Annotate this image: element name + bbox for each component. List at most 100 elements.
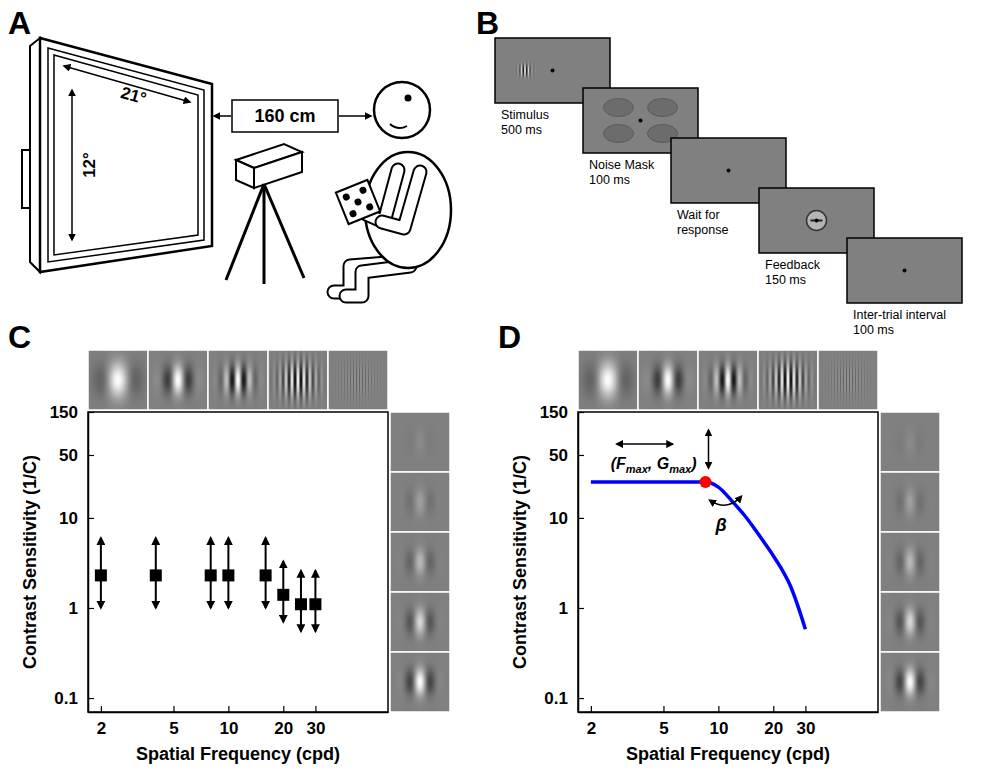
gabor-patch — [390, 592, 450, 652]
y-tick-mark — [88, 698, 94, 699]
gabor-patch — [818, 350, 878, 410]
fmax-arrow — [617, 443, 673, 445]
y-tick-mark — [88, 455, 94, 456]
limb — [382, 172, 420, 228]
fixation — [727, 169, 731, 173]
panel-letter: A — [8, 5, 31, 41]
x-axis-line — [579, 712, 879, 714]
tripod-leg — [226, 184, 264, 280]
y-tick: 50 — [549, 446, 584, 465]
data-point — [277, 589, 289, 601]
plot-frame — [578, 412, 878, 712]
thumbnail-bg — [578, 350, 638, 410]
x-tick-label: 30 — [306, 719, 325, 738]
thumbnail-border — [88, 350, 148, 410]
chinrest-front — [236, 160, 254, 188]
gabor-patch — [328, 350, 388, 410]
x-tick-mark — [591, 706, 592, 712]
thumbnail-bg — [390, 412, 450, 472]
thumbnail-border — [880, 472, 940, 532]
x-tick: 10 — [219, 706, 238, 738]
x-tick-label: 2 — [587, 719, 596, 738]
thumbnail-bg — [698, 350, 758, 410]
thumbnail-bg — [268, 350, 328, 410]
y-axis-line — [578, 413, 580, 713]
gabor-patch — [880, 592, 940, 652]
x-tick-mark — [773, 706, 774, 712]
plot-marks — [591, 476, 806, 629]
width-angle-label: 21° — [119, 83, 149, 108]
x-tick-label: 10 — [219, 719, 238, 738]
trial-screen: Inter-trial interval100 ms — [847, 238, 962, 337]
thumbnail-border — [390, 412, 450, 472]
x-axis-title: Spatial Frequency (cpd) — [136, 744, 340, 764]
gabor-patch — [638, 350, 698, 410]
thumbnail-border — [390, 532, 450, 592]
gabor-thumbnails — [578, 350, 940, 712]
x-tick-mark — [173, 706, 174, 712]
peak-label-part: , G — [647, 455, 669, 472]
y-axis: 0.111050150 — [50, 403, 94, 713]
peak-label-part: ) — [689, 455, 696, 472]
plot-marks — [95, 538, 322, 631]
keypad-button — [353, 197, 362, 206]
thumbnail-bg — [818, 350, 878, 410]
peak-point — [700, 476, 712, 488]
y-axis-line — [88, 413, 90, 713]
gabor-patch — [880, 472, 940, 532]
height-arrow — [71, 90, 73, 240]
curve — [591, 482, 806, 629]
thumbnail-border — [698, 350, 758, 410]
annotations: (Fmax, Gmax)β — [611, 430, 742, 535]
data-point — [205, 569, 217, 581]
x-tick-mark — [228, 706, 229, 712]
tripod-leg — [264, 184, 304, 278]
limb-outline — [382, 172, 420, 228]
thumbnail-border — [208, 350, 268, 410]
x-tick: 5 — [659, 706, 668, 738]
distance-arrow-right — [339, 115, 371, 117]
y-tick-mark — [578, 518, 584, 519]
screen-label: Noise Mask — [589, 158, 655, 172]
y-tick: 1 — [69, 599, 94, 618]
x-tick-mark — [101, 706, 102, 712]
x-tick-label: 10 — [709, 719, 728, 738]
thumbnail-bg — [208, 350, 268, 410]
limb-outline — [346, 266, 410, 296]
thumbnail-border — [880, 652, 940, 712]
gabor-patch — [880, 652, 940, 712]
distance-arrow-left — [214, 115, 231, 117]
trial-sequence: Stimulus500 msNoise Mask100 msWait forre… — [495, 38, 962, 337]
gabor-patch — [208, 350, 268, 410]
screen-label: 150 ms — [765, 273, 806, 287]
y-tick-label: 0.1 — [54, 689, 78, 708]
gabor-patch — [698, 350, 758, 410]
person-eye — [405, 95, 412, 102]
y-tick-label: 10 — [59, 509, 78, 528]
gabor-patch — [88, 350, 148, 410]
gabor-patch — [148, 350, 208, 410]
thumbnail-bg — [390, 532, 450, 592]
thumbnail-bg — [880, 412, 940, 472]
peak-label: (Fmax, Gmax) — [611, 455, 697, 475]
plot-frame — [88, 412, 388, 712]
thumbnail-bg — [390, 652, 450, 712]
fixation — [903, 269, 907, 273]
person-mouth — [390, 124, 407, 128]
gabor-patch — [758, 350, 818, 410]
y-tick: 150 — [50, 403, 94, 422]
y-tick: 10 — [549, 509, 584, 528]
screen-label: Wait for — [677, 208, 720, 222]
gabor-patch — [880, 412, 940, 472]
thumbnail-border — [390, 652, 450, 712]
thumbnail-border — [638, 350, 698, 410]
x-tick: 2 — [97, 706, 106, 738]
panel-letter: D — [498, 319, 521, 355]
keypad — [336, 180, 380, 224]
thumbnail-bg — [328, 350, 388, 410]
y-tick-label: 0.1 — [544, 689, 568, 708]
thumbnail-border — [148, 350, 208, 410]
x-tick-label: 30 — [796, 719, 815, 738]
noise-patch — [604, 125, 634, 143]
peak-label-part: max — [626, 463, 649, 475]
